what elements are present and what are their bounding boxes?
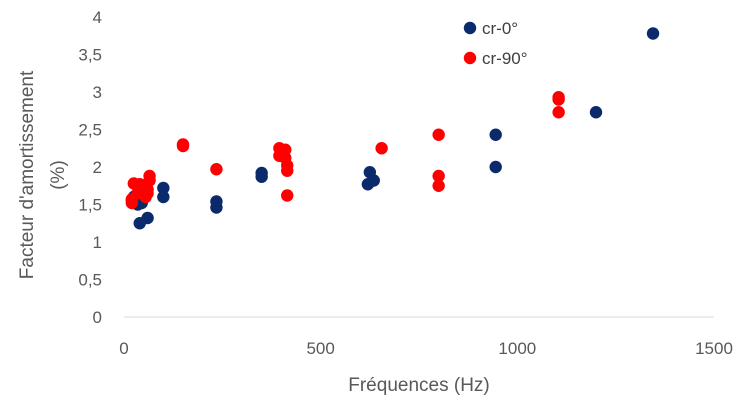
- x-axis-title: Fréquences (Hz): [348, 375, 490, 396]
- data-point: [552, 106, 565, 119]
- legend: cr-0° cr-90°: [463, 19, 528, 68]
- data-points: [125, 27, 660, 230]
- data-point: [589, 106, 603, 119]
- data-point: [489, 160, 502, 174]
- data-point: [367, 174, 380, 187]
- data-point: [210, 195, 223, 208]
- y-tick-label: 1: [93, 233, 102, 252]
- legend-label: cr-90°: [482, 49, 528, 68]
- legend-marker: [463, 21, 477, 35]
- y-tick-label: 0,5: [78, 271, 102, 290]
- x-tick-label: 0: [119, 339, 128, 358]
- data-point: [646, 27, 660, 40]
- y-tick-label: 2,5: [78, 121, 102, 140]
- y-axis-title-line-1: Facteur d'amortissement: [17, 70, 38, 279]
- data-point: [141, 187, 154, 200]
- data-point: [143, 174, 156, 187]
- data-point: [157, 190, 170, 204]
- x-tick-label: 500: [306, 339, 334, 358]
- data-point: [210, 163, 223, 176]
- data-point: [176, 138, 190, 151]
- data-point: [255, 166, 268, 180]
- data-point: [432, 179, 445, 192]
- data-point: [552, 93, 565, 106]
- data-point: [489, 128, 502, 141]
- y-tick-label: 3,5: [78, 46, 102, 65]
- y-tick-label: 1,5: [78, 196, 102, 215]
- y-axis-ticks: 0 0,5 1 1,5 2 2,5 3 3,5 4: [78, 8, 102, 327]
- y-axis-title: Facteur d'amortissement (%): [17, 70, 69, 279]
- x-axis-ticks: 0 500 1000 1500: [119, 339, 733, 358]
- series-0: [125, 27, 660, 230]
- y-tick-label: 0: [93, 308, 102, 327]
- data-point: [432, 169, 445, 183]
- data-point: [375, 142, 388, 155]
- data-point: [141, 211, 154, 225]
- data-point: [432, 128, 445, 141]
- data-point: [281, 159, 294, 172]
- data-point: [281, 189, 294, 202]
- y-axis-title-line-2: (%): [48, 160, 69, 190]
- y-tick-label: 4: [93, 8, 102, 27]
- data-point: [157, 181, 170, 195]
- y-tick-label: 3: [93, 83, 102, 102]
- series-1: [125, 91, 565, 210]
- x-tick-label: 1000: [498, 339, 536, 358]
- legend-label: cr-0°: [482, 19, 518, 38]
- legend-marker: [463, 51, 477, 65]
- x-tick-label: 1500: [695, 339, 733, 358]
- y-tick-label: 2: [93, 158, 102, 177]
